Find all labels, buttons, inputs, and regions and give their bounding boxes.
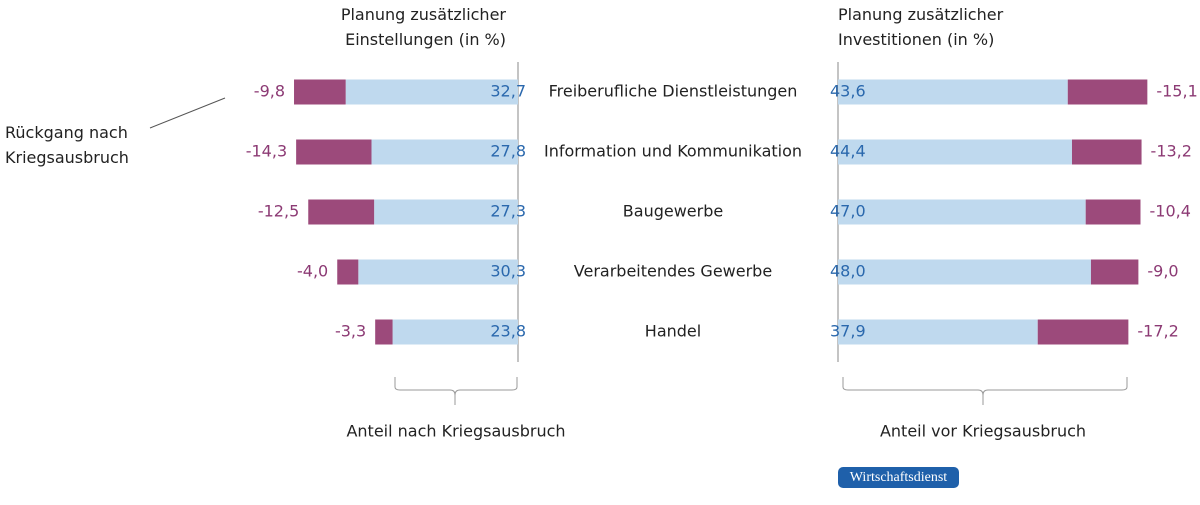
source-badge: Wirtschaftsdienst <box>838 467 959 488</box>
value-label: 27,8 <box>490 142 526 161</box>
bar <box>838 139 1072 165</box>
value-label: -14,3 <box>246 142 287 161</box>
bar <box>371 139 518 165</box>
value-label: -10,4 <box>1149 202 1190 221</box>
bar <box>1067 79 1148 105</box>
category-label: Freiberufliche Dienstleistungen <box>549 82 798 101</box>
bar <box>375 319 393 345</box>
legend-annotation: Rückgang nach Kriegsausbruch <box>5 123 129 167</box>
value-label: -12,5 <box>258 202 299 221</box>
bar <box>838 199 1086 225</box>
panel-title: Planung zusätzlicher Einstellungen (in %… <box>340 5 506 49</box>
value-label: 30,3 <box>490 262 526 281</box>
bar <box>1090 259 1139 285</box>
bar <box>345 79 518 105</box>
value-label: -13,2 <box>1151 142 1192 161</box>
value-label: 27,3 <box>490 202 526 221</box>
value-label: 48,0 <box>830 262 866 281</box>
bracket-label: Anteil nach Kriegsausbruch <box>346 422 565 441</box>
bar <box>1085 199 1141 225</box>
bar <box>308 199 375 225</box>
value-label: -4,0 <box>297 262 328 281</box>
bar <box>838 319 1038 345</box>
value-label: 37,9 <box>830 322 866 341</box>
value-label: -9,8 <box>254 82 285 101</box>
value-label: -15,1 <box>1156 82 1197 101</box>
bar <box>337 259 359 285</box>
category-label: Baugewerbe <box>623 202 723 221</box>
value-label: 23,8 <box>490 322 526 341</box>
bracket-label: Anteil vor Kriegsausbruch <box>880 422 1086 441</box>
bar <box>838 259 1091 285</box>
bar <box>374 199 518 225</box>
bar <box>392 319 518 345</box>
bar <box>1071 139 1142 165</box>
category-label: Information und Kommunikation <box>544 142 802 161</box>
bracket <box>394 377 518 405</box>
value-label: -3,3 <box>335 322 366 341</box>
value-label: 47,0 <box>830 202 866 221</box>
value-label: 43,6 <box>830 82 866 101</box>
bar <box>294 79 346 105</box>
bar <box>838 79 1068 105</box>
bracket <box>842 377 1128 405</box>
value-label: 44,4 <box>830 142 866 161</box>
category-label: Handel <box>645 322 701 341</box>
value-label: -17,2 <box>1137 322 1178 341</box>
annotation-line <box>149 97 226 129</box>
bar <box>1037 319 1129 345</box>
category-label: Verarbeitendes Gewerbe <box>574 262 772 281</box>
panel-title: Planung zusätzlicher Investitionen (in %… <box>838 5 1004 49</box>
value-label: 32,7 <box>490 82 526 101</box>
value-label: -9,0 <box>1147 262 1178 281</box>
bar <box>296 139 372 165</box>
bar <box>358 259 518 285</box>
